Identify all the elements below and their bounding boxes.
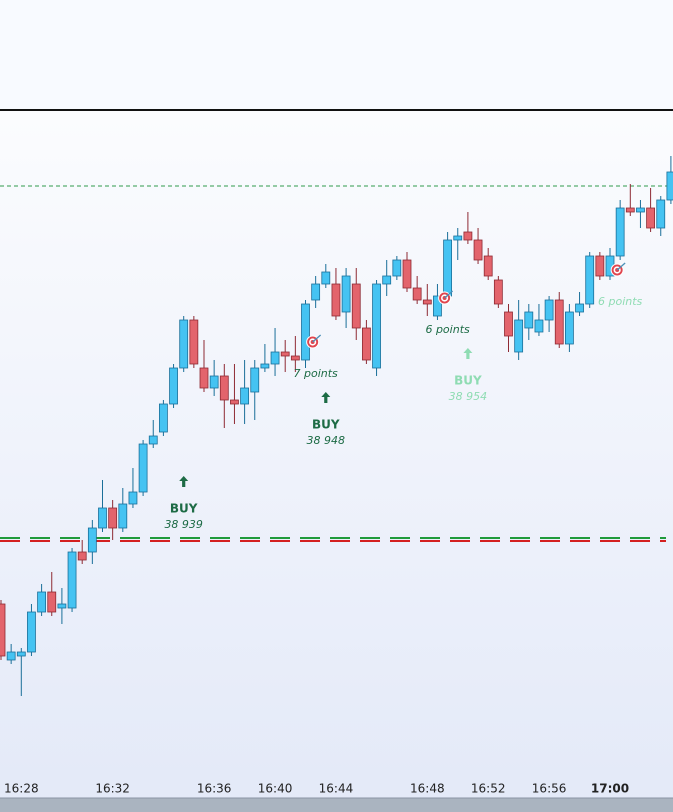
x-tick-label: 16:36 bbox=[197, 782, 232, 796]
buy-label: BUY bbox=[454, 374, 482, 388]
target-label: 7 points bbox=[294, 367, 339, 380]
x-tick-label: 16:48 bbox=[410, 782, 445, 796]
candle-body bbox=[67, 551, 77, 609]
candle-body bbox=[554, 299, 564, 345]
target-icon bbox=[438, 290, 454, 305]
candle-body bbox=[98, 507, 107, 529]
candle-body bbox=[565, 311, 574, 345]
candle-body bbox=[483, 255, 493, 277]
target-dart bbox=[312, 334, 322, 343]
buy-arrow bbox=[321, 392, 331, 403]
candle-body bbox=[37, 591, 46, 613]
x-tick-label: 16:28 bbox=[4, 782, 39, 796]
candle-body bbox=[199, 367, 209, 389]
candle-body bbox=[230, 399, 239, 405]
candle-body bbox=[524, 311, 534, 329]
candle-body bbox=[504, 311, 513, 337]
buy-arrow bbox=[463, 348, 473, 359]
candle-body bbox=[169, 367, 178, 405]
candle-body bbox=[77, 551, 87, 561]
candle-body bbox=[128, 491, 138, 505]
buy-price: 38 954 bbox=[449, 390, 488, 403]
candle-body bbox=[544, 299, 554, 321]
candle-body bbox=[16, 651, 26, 657]
x-tick-label: 16:32 bbox=[95, 782, 130, 796]
top-panel bbox=[0, 0, 673, 109]
candle-body bbox=[250, 367, 260, 393]
candle-body bbox=[219, 375, 229, 401]
x-tick-label: 16:52 bbox=[471, 782, 506, 796]
candle-body bbox=[351, 283, 361, 329]
candle-body bbox=[270, 351, 280, 365]
buy-price: 38 939 bbox=[164, 518, 203, 531]
target-label: 6 points bbox=[598, 295, 643, 308]
candle-body bbox=[158, 403, 168, 433]
candle-body bbox=[585, 255, 595, 305]
candle-body bbox=[463, 231, 473, 241]
target-dart bbox=[444, 290, 454, 299]
plot: 16:28 16:32 16:36 16:40 16:44 16:48 16:52 16:56… bbox=[0, 156, 673, 796]
candle-body bbox=[473, 239, 483, 261]
buy-label: BUY bbox=[312, 418, 340, 432]
candle-body bbox=[148, 435, 158, 445]
x-tick-label: 16:56 bbox=[532, 782, 567, 796]
target-label: 6 points bbox=[425, 323, 470, 336]
candle-body bbox=[47, 591, 57, 613]
target-dart bbox=[616, 262, 626, 271]
candle-body bbox=[636, 207, 645, 213]
candle-body bbox=[57, 603, 67, 609]
x-tick-label: 17:00 bbox=[591, 782, 629, 796]
candle-body bbox=[118, 503, 128, 529]
candle-body bbox=[138, 443, 148, 493]
candle-body bbox=[321, 271, 331, 285]
candle-body bbox=[514, 319, 524, 353]
candle-body bbox=[260, 363, 270, 369]
buy-price: 38 948 bbox=[307, 434, 346, 447]
candle-body bbox=[453, 235, 463, 241]
candle-body bbox=[341, 275, 351, 313]
candle-body bbox=[422, 299, 432, 305]
candle-body bbox=[280, 351, 290, 357]
candle-body bbox=[372, 283, 381, 369]
candle-body bbox=[646, 207, 655, 229]
candle-body bbox=[209, 375, 219, 389]
candle-body bbox=[108, 507, 118, 529]
candle-body bbox=[615, 207, 625, 257]
candle-body bbox=[179, 319, 189, 369]
buy-arrow bbox=[179, 476, 189, 487]
candle-body bbox=[6, 651, 16, 661]
candle-body bbox=[27, 611, 36, 653]
scroll-strip bbox=[0, 798, 673, 812]
candle-body bbox=[189, 319, 199, 365]
buy-label: BUY bbox=[170, 502, 198, 516]
candle-body bbox=[240, 387, 250, 405]
candle-body bbox=[595, 255, 605, 277]
candle-body bbox=[301, 303, 310, 361]
candle-body bbox=[361, 327, 371, 361]
candle-body bbox=[493, 279, 503, 305]
candle-body bbox=[382, 275, 392, 285]
candle-body bbox=[443, 239, 453, 297]
candle-body bbox=[412, 287, 422, 301]
x-tick-label: 16:40 bbox=[258, 782, 293, 796]
candle-body bbox=[331, 283, 341, 317]
x-tick-label: 16:44 bbox=[319, 782, 354, 796]
candle-body bbox=[392, 259, 402, 277]
candle-body bbox=[87, 527, 97, 553]
candle-body bbox=[0, 603, 6, 657]
target-icon bbox=[610, 262, 626, 277]
candle-body bbox=[311, 283, 321, 301]
target-icon bbox=[306, 334, 322, 349]
candle-body bbox=[656, 199, 666, 229]
candle-body bbox=[402, 259, 412, 289]
candle-body bbox=[433, 295, 442, 317]
candle-body bbox=[290, 355, 300, 361]
candle-body bbox=[575, 303, 584, 313]
candle-body bbox=[666, 171, 673, 201]
candle-body bbox=[534, 319, 544, 333]
candle-body bbox=[625, 207, 635, 213]
